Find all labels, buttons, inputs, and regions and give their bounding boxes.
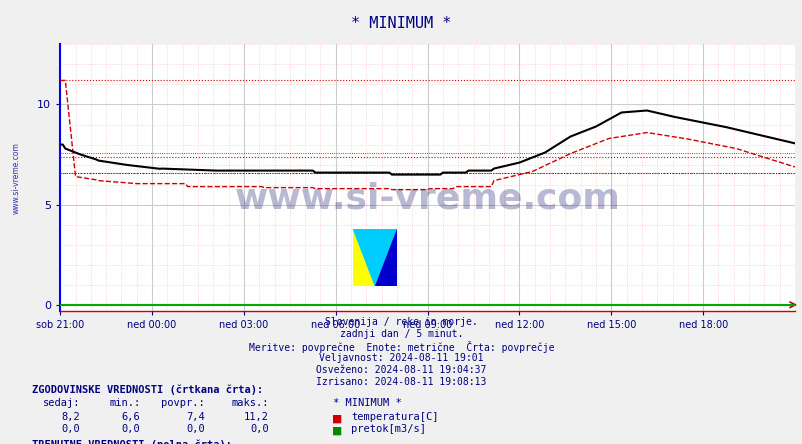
Text: Osveženo: 2024-08-11 19:04:37: Osveženo: 2024-08-11 19:04:37 (316, 365, 486, 376)
Text: pretok[m3/s]: pretok[m3/s] (350, 424, 425, 434)
Text: 0,0: 0,0 (122, 424, 140, 434)
Text: * MINIMUM *: * MINIMUM * (333, 398, 402, 408)
Text: 0,0: 0,0 (250, 424, 269, 434)
Text: TRENUTNE VREDNOSTI (polna črta):: TRENUTNE VREDNOSTI (polna črta): (32, 439, 232, 444)
Text: min.:: min.: (109, 398, 140, 408)
Text: * MINIMUM *: * MINIMUM * (351, 16, 451, 31)
Text: 8,2: 8,2 (62, 412, 80, 422)
Text: temperatura[C]: temperatura[C] (350, 412, 438, 422)
Polygon shape (375, 229, 397, 286)
Text: ZGODOVINSKE VREDNOSTI (črtkana črta):: ZGODOVINSKE VREDNOSTI (črtkana črta): (32, 384, 263, 395)
Text: www.si-vreme.com: www.si-vreme.com (234, 182, 620, 216)
Text: 7,4: 7,4 (186, 412, 205, 422)
Text: Izrisano: 2024-08-11 19:08:13: Izrisano: 2024-08-11 19:08:13 (316, 377, 486, 388)
Text: ■: ■ (333, 424, 341, 438)
Text: 6,6: 6,6 (122, 412, 140, 422)
Text: povpr.:: povpr.: (161, 398, 205, 408)
Text: 0,0: 0,0 (186, 424, 205, 434)
Text: 0,0: 0,0 (62, 424, 80, 434)
Text: Slovenija / reke in morje.: Slovenija / reke in morje. (325, 317, 477, 328)
Polygon shape (353, 229, 397, 286)
Text: zadnji dan / 5 minut.: zadnji dan / 5 minut. (339, 329, 463, 340)
Text: sedaj:: sedaj: (43, 398, 80, 408)
Text: Meritve: povprečne  Enote: metrične  Črta: povprečje: Meritve: povprečne Enote: metrične Črta:… (249, 341, 553, 353)
Text: maks.:: maks.: (231, 398, 269, 408)
Polygon shape (353, 229, 375, 286)
Text: ■: ■ (333, 412, 341, 426)
Text: 11,2: 11,2 (244, 412, 269, 422)
Text: Veljavnost: 2024-08-11 19:01: Veljavnost: 2024-08-11 19:01 (319, 353, 483, 364)
Text: www.si-vreme.com: www.si-vreme.com (11, 142, 21, 214)
